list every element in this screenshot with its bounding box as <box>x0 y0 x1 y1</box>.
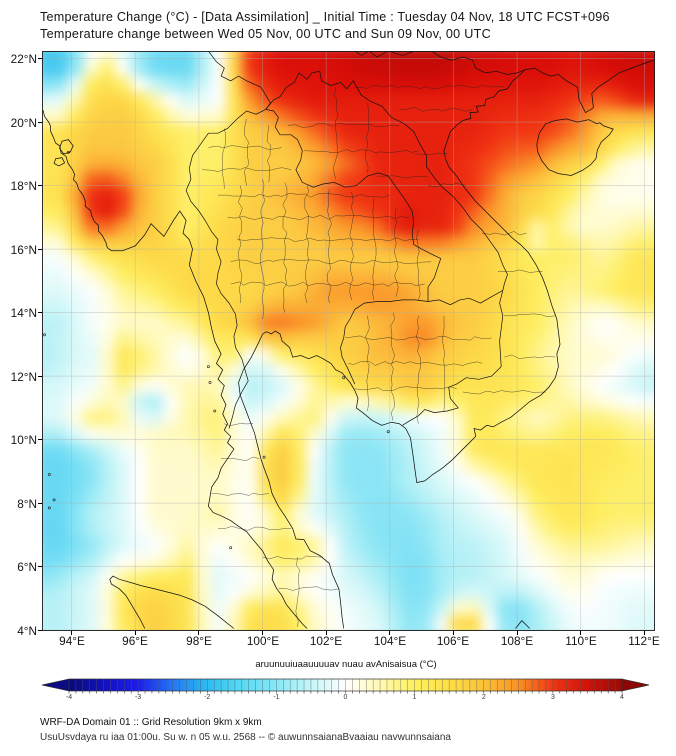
svg-text:-2: -2 <box>204 694 210 701</box>
svg-text:2: 2 <box>482 694 486 701</box>
svg-text:1: 1 <box>413 694 417 701</box>
svg-text:4: 4 <box>620 694 624 701</box>
svg-text:0: 0 <box>344 694 348 701</box>
svg-text:3: 3 <box>551 694 555 701</box>
svg-text:-1: -1 <box>273 694 279 701</box>
svg-text:-4: -4 <box>66 694 72 701</box>
svg-text:-3: -3 <box>135 694 141 701</box>
